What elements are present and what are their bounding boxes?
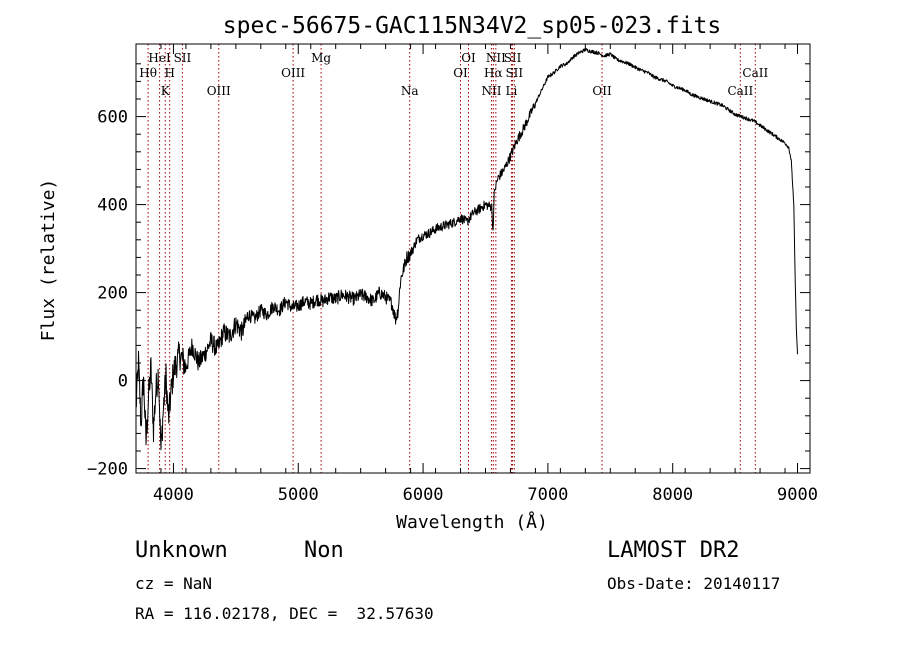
y-tick-label: −200 (87, 460, 128, 480)
line-marker-label: Li (506, 84, 518, 98)
line-marker-label: Na (401, 84, 419, 98)
line-marker-label: H (164, 66, 174, 80)
x-tick-label: 5000 (278, 485, 319, 505)
x-tick-label: 9000 (777, 485, 818, 505)
y-tick-label: 600 (97, 108, 128, 128)
line-marker-label: SII (174, 51, 192, 65)
y-tick-label: 200 (97, 284, 128, 304)
object-subclass: Non (304, 538, 344, 563)
object-class: Unknown (135, 538, 228, 563)
sky-coordinates: RA = 116.02178, DEC = 32.57630 (135, 604, 434, 623)
plot-frame (135, 43, 811, 474)
line-marker-label: OI (453, 66, 468, 80)
line-marker-label: CaII (727, 84, 753, 98)
spectrum-line (135, 48, 798, 451)
x-tick-label: 4000 (153, 485, 194, 505)
x-tick-label: 8000 (652, 485, 693, 505)
line-marker-label: SII (504, 51, 522, 65)
line-marker-label: Mg (311, 51, 331, 65)
redshift-value: cz = NaN (135, 574, 213, 593)
x-axis-label: Wavelength (Å) (396, 511, 548, 533)
line-marker-label: OI (461, 51, 476, 65)
axis-ticks: 4000 5000 6000 7000 8000 9000 −200 0 200 400 600 (87, 44, 818, 505)
line-marker-label: Hα (484, 66, 503, 80)
x-tick-label: 7000 (527, 485, 568, 505)
spectrum-series (135, 48, 798, 451)
x-tick-label: 6000 (403, 485, 444, 505)
line-marker-label: SII (505, 66, 523, 80)
line-marker-label: Hθ (139, 66, 157, 80)
observation-date: Obs-Date: 20140117 (607, 574, 781, 593)
line-marker-label: OII (592, 84, 612, 98)
survey-name: LAMOST DR2 (607, 538, 740, 563)
line-marker-label: CaII (742, 66, 768, 80)
y-tick-label: 0 (118, 372, 128, 392)
line-marker-label: NII (481, 84, 501, 98)
line-marker-label: OIII (207, 84, 231, 98)
line-marker-label: NII (486, 51, 506, 65)
line-marker-label: HeI (148, 51, 171, 65)
y-tick-label: 400 (97, 196, 128, 216)
line-marker-label: OIII (281, 66, 305, 80)
emission-line-markers: HθHeIKHSIIOIIIOIIIMgNaOIOINIIHαNIILiSIIS… (139, 44, 768, 473)
line-marker-label: K (161, 84, 171, 98)
y-axis-label: Flux (relative) (38, 179, 59, 342)
chart-title: spec-56675-GAC115N34V2_sp05-023.fits (223, 13, 722, 39)
